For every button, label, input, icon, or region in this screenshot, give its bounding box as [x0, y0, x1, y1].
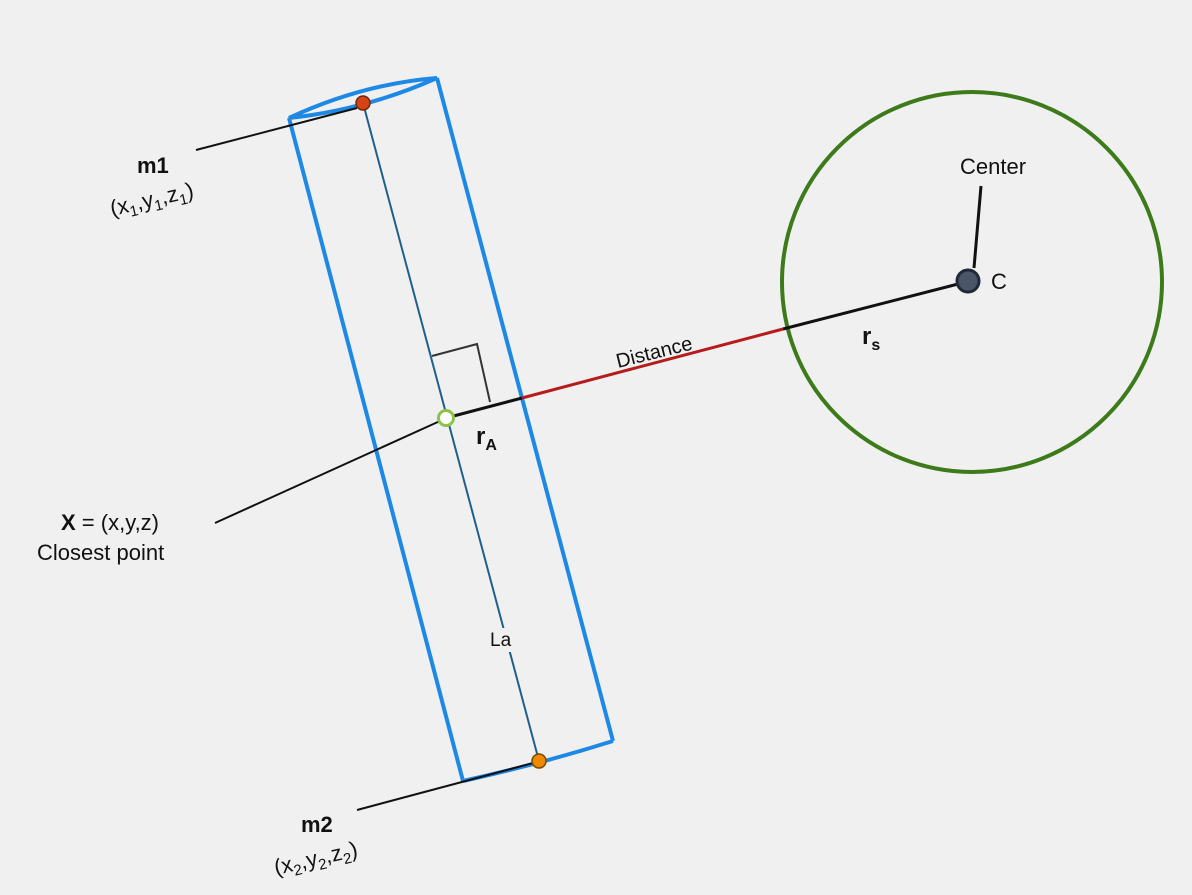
m1-leader-line: [195, 107, 358, 151]
m1-coords-label: (x1,y1,z1): [108, 177, 197, 224]
m2-leader-line: [356, 762, 534, 811]
cylinder-top-cap: [288, 76, 438, 120]
r-s-label: rs: [862, 323, 880, 354]
center-c-label: C: [991, 269, 1007, 294]
m2-label: m2: [301, 812, 333, 837]
la-label: La: [490, 630, 512, 651]
r-s-segment: [782, 281, 963, 331]
distance-segment: [521, 327, 784, 400]
cylinder-right-edge: [435, 77, 615, 742]
m1-label: m1: [137, 153, 169, 178]
center-leader-line: [972, 185, 983, 269]
closest-point-marker: [437, 409, 455, 427]
sphere-outline: [780, 90, 1164, 474]
r-a-label: rA: [476, 423, 497, 454]
m2-coords-label: (x2,y2,z2): [272, 836, 361, 883]
m2-point: [531, 753, 547, 769]
closest-point-caption: Closest point: [37, 540, 164, 565]
m1-point: [355, 95, 371, 111]
center-label: Center: [960, 154, 1026, 179]
cylinder-axis: [362, 102, 540, 762]
right-angle-marker: [431, 342, 491, 403]
closest-point-leader-line: [214, 420, 441, 524]
sphere-center-point: [955, 268, 981, 294]
closest-point-x-label: X = (x,y,z): [61, 510, 159, 535]
r-a-segment: [445, 396, 523, 420]
distance-label: Distance: [614, 333, 695, 373]
la-label-background: [488, 628, 520, 652]
